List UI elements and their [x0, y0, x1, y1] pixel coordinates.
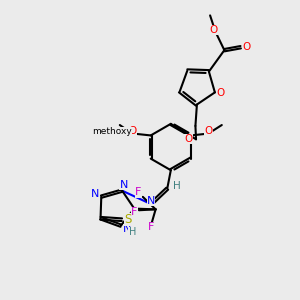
Text: O: O	[184, 134, 193, 144]
Text: F: F	[148, 222, 154, 232]
Text: N: N	[147, 196, 155, 206]
Text: N: N	[119, 180, 128, 190]
Text: O: O	[216, 88, 224, 98]
Text: methoxy: methoxy	[92, 128, 132, 136]
Text: H: H	[173, 181, 181, 191]
Text: N: N	[91, 189, 99, 199]
Text: F: F	[135, 188, 142, 197]
Text: O: O	[242, 42, 251, 52]
Text: N: N	[123, 224, 132, 234]
Text: O: O	[209, 25, 218, 35]
Text: F: F	[131, 207, 138, 217]
Text: H: H	[128, 227, 136, 237]
Text: S: S	[124, 213, 132, 226]
Text: O: O	[205, 126, 213, 136]
Text: O: O	[129, 126, 137, 136]
